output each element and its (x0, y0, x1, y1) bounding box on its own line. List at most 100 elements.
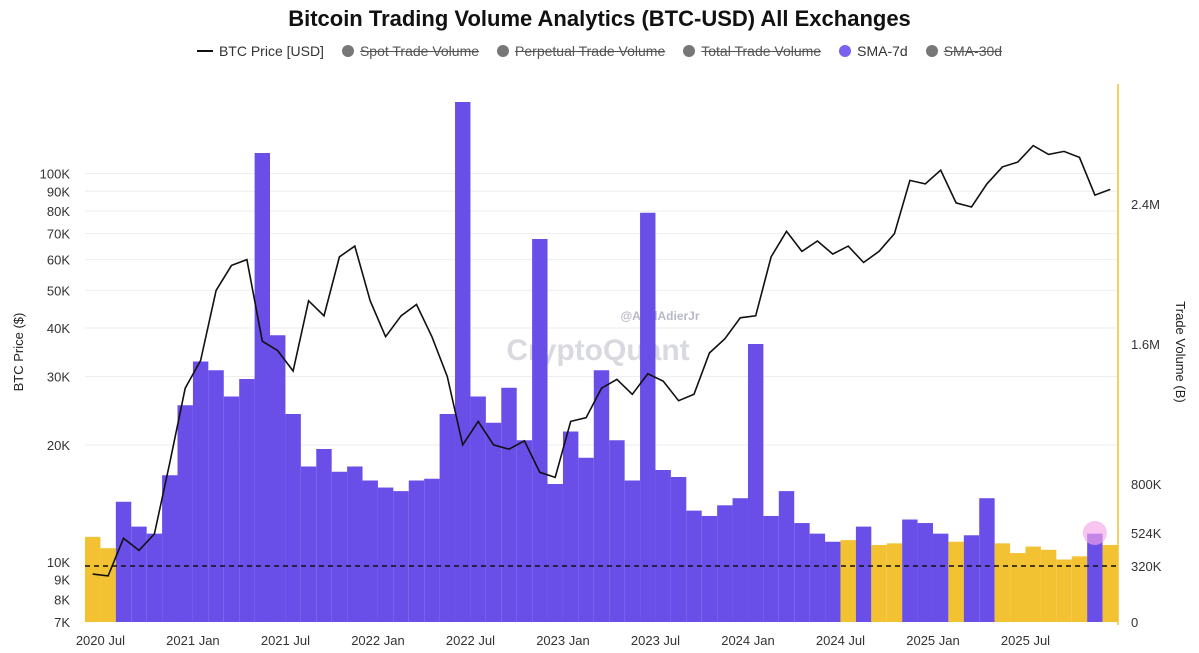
legend-label: SMA-30d (943, 43, 1003, 59)
volume-bar (547, 484, 563, 622)
left-tick-label: 70K (47, 227, 70, 242)
legend-dot-icon (497, 45, 510, 57)
x-tick-label: 2023 Jul (631, 633, 680, 648)
volume-bar (778, 491, 795, 622)
volume-bar (1071, 556, 1088, 622)
volume-bar (701, 515, 718, 622)
chart-legend: BTC Price [USD] Spot Trade Volume Perpet… (0, 43, 1199, 59)
x-tick-label: 2022 Jan (351, 633, 405, 648)
volume-bar (177, 405, 193, 622)
volume-bar (932, 533, 949, 622)
volume-bar (162, 475, 178, 622)
left-tick-label: 7K (54, 615, 70, 630)
volume-bar (1102, 544, 1118, 622)
left-tick-label: 80K (47, 204, 70, 219)
volume-bar (501, 387, 517, 622)
volume-bar (532, 239, 548, 622)
volume-bar (840, 540, 856, 622)
volume-bar (408, 480, 425, 622)
volume-bar (562, 431, 579, 622)
legend-dot-icon (341, 45, 354, 57)
volume-bar (100, 548, 116, 622)
legend-item-spot-volume[interactable]: Spot Trade Volume (341, 43, 480, 59)
volume-bar (686, 510, 702, 622)
left-axis-ticks: 7K 8K 9K 10K 20K 30K 40K 50K 60K 70K 80K 90K 100K (40, 166, 71, 630)
legend-label: SMA-7d (857, 43, 908, 59)
legend-label: Perpetual Trade Volume (515, 43, 666, 59)
x-tick-label: 2025 Jul (1001, 633, 1050, 648)
legend-item-perpetual-volume[interactable]: Perpetual Trade Volume (497, 43, 665, 59)
right-axis-ticks: 0 320K 524K 800K 1.6M 2.4M (1131, 197, 1162, 630)
volume-bar (1010, 553, 1026, 622)
highlight-marker (1082, 521, 1107, 545)
x-tick-label: 2021 Jul (261, 633, 310, 648)
volume-bar (254, 153, 271, 622)
volume-bar (670, 477, 687, 622)
volume-bar (316, 449, 332, 622)
volume-bar (902, 519, 918, 622)
right-axis-title: Trade Volume (B) (1173, 301, 1188, 402)
legend-item-total-volume[interactable]: Total Trade Volume (683, 43, 821, 59)
volume-bar (717, 505, 733, 622)
x-tick-label: 2022 Jul (446, 633, 495, 648)
volume-bar (1040, 549, 1057, 622)
volume-bar (285, 414, 301, 622)
left-tick-label: 30K (47, 370, 70, 385)
volume-bar (377, 487, 394, 622)
right-tick-label: 1.6M (1131, 337, 1160, 352)
legend-item-btc-price[interactable]: BTC Price [USD] (196, 43, 324, 59)
volume-bar (655, 470, 671, 622)
volume-bar (855, 526, 872, 622)
volume-bar (455, 102, 471, 622)
left-tick-label: 10K (47, 555, 70, 570)
volume-bar (131, 526, 147, 622)
right-tick-label: 800K (1131, 477, 1162, 492)
x-tick-label: 2021 Jan (166, 633, 220, 648)
volume-bar (732, 498, 748, 622)
volume-bar (963, 535, 980, 622)
right-tick-label: 2.4M (1131, 197, 1160, 212)
volume-bar (809, 533, 826, 622)
legend-dot-icon (925, 45, 938, 57)
volume-bar (146, 533, 163, 622)
legend-item-sma-7d[interactable]: SMA-7d (839, 43, 908, 59)
volume-bar (747, 344, 764, 622)
left-tick-label: 9K (54, 573, 70, 588)
left-tick-label: 20K (47, 438, 70, 453)
legend-label: Total Trade Volume (701, 43, 822, 59)
volume-bar (192, 361, 209, 622)
left-tick-label: 90K (47, 184, 70, 199)
left-axis-title: BTC Price ($) (11, 313, 26, 392)
volume-bar (794, 523, 810, 622)
left-tick-label: 60K (47, 253, 70, 268)
volume-bar (1025, 546, 1041, 622)
right-tick-label: 0 (1131, 615, 1138, 630)
volume-bar (393, 491, 409, 622)
volume-bar (223, 396, 240, 622)
legend-label: Spot Trade Volume (359, 43, 480, 59)
x-tick-label: 2025 Jan (906, 633, 960, 648)
volume-bar (439, 414, 456, 622)
btc-price-line (92, 144, 1111, 577)
right-tick-label: 320K (1131, 559, 1162, 574)
volume-bar (871, 544, 887, 622)
volume-bar (578, 457, 594, 622)
volume-bar (1087, 533, 1103, 622)
left-tick-label: 40K (47, 321, 70, 336)
volume-bar (270, 335, 286, 622)
volume-bar (886, 543, 903, 622)
x-tick-label: 2024 Jan (721, 633, 775, 648)
volume-bar (424, 478, 440, 622)
volume-bar (640, 212, 656, 622)
left-tick-label: 100K (40, 166, 71, 181)
left-tick-label: 50K (47, 283, 70, 298)
volume-bar (331, 471, 348, 622)
legend-dot-icon (839, 45, 852, 57)
volume-bars (85, 102, 1118, 622)
legend-dot-icon (683, 45, 696, 57)
legend-item-sma-30d[interactable]: SMA-30d (925, 43, 1003, 59)
volume-bar (994, 543, 1011, 622)
volume-bar (763, 515, 779, 622)
legend-line-icon (196, 50, 213, 52)
x-tick-label: 2024 Jul (816, 633, 865, 648)
